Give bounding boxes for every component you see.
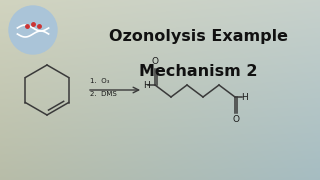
Text: O: O <box>233 116 239 125</box>
Text: 2.  DMS: 2. DMS <box>90 91 117 97</box>
Text: O: O <box>151 57 158 66</box>
Text: H: H <box>241 93 247 102</box>
Circle shape <box>9 6 57 54</box>
Text: H: H <box>143 80 149 89</box>
Text: Mechanism 2: Mechanism 2 <box>139 64 258 80</box>
Text: 1.  O₃: 1. O₃ <box>90 78 109 84</box>
Text: Ozonolysis Example: Ozonolysis Example <box>109 28 288 44</box>
